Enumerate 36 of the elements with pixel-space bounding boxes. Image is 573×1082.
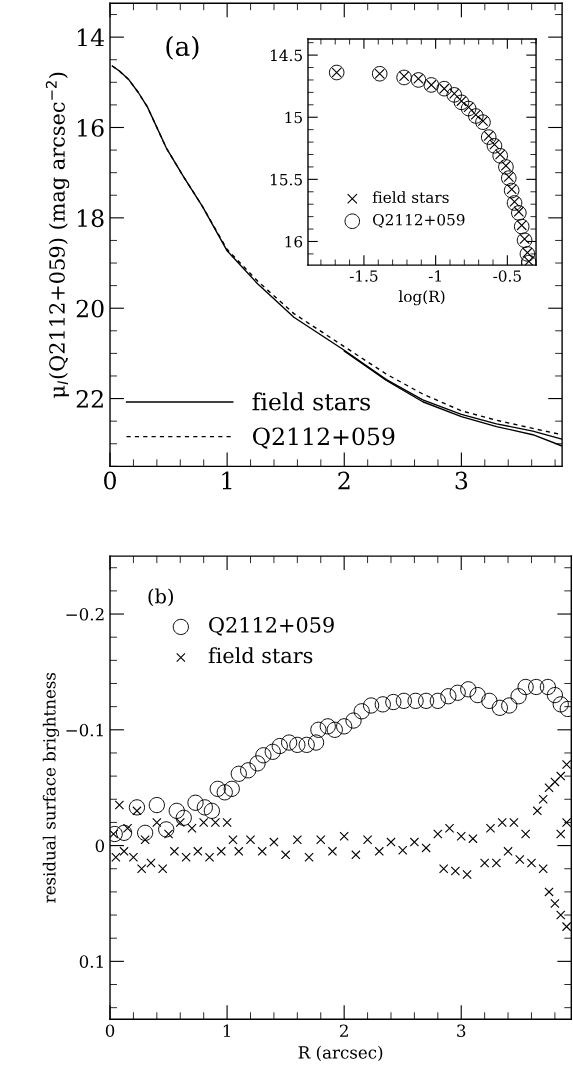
y-tick-label: 14.5	[270, 49, 302, 62]
x-tick-label: 0	[105, 1024, 115, 1038]
legend-label: field stars	[372, 191, 449, 204]
y-tick-label: 20	[76, 299, 104, 318]
y-axis-title: residual surface brightness	[42, 672, 60, 903]
legend-label: Q2112+059	[253, 427, 395, 449]
y-tick-label: −0.1	[66, 723, 103, 737]
x-tick-label: 1	[223, 1024, 231, 1037]
legend-label: field stars	[208, 647, 313, 664]
x-tick-label: 1	[222, 471, 232, 490]
x-tick-label: 3	[455, 471, 468, 490]
y-tick-label: 16	[285, 235, 303, 248]
y-tick-label: 0.1	[79, 955, 103, 968]
y-tick-label: 18	[77, 209, 104, 228]
x-tick-label: -0.5	[493, 270, 521, 282]
legend-label: field stars	[252, 392, 370, 411]
x-tick-label: 2	[338, 471, 350, 490]
annotation: (b)	[148, 588, 173, 607]
y-axis-title: μ$_{I}$(Q2112+059) (mag arcsec$^{−2}$)	[45, 72, 70, 398]
y-tick-label: 15	[285, 111, 302, 124]
x-tick-label: -1.5	[349, 270, 378, 282]
x-tick-label: 0	[104, 471, 116, 490]
x-tick-label: 2	[339, 1024, 348, 1037]
x-tick-label: 3	[457, 1024, 466, 1038]
legend-label: Q2112+059	[209, 616, 334, 636]
y-tick-label: 22	[76, 390, 103, 408]
x-axis-title: R (arcsec)	[298, 1045, 383, 1062]
annotation: (a)	[166, 35, 199, 60]
x-axis-title: log(R)	[398, 290, 445, 306]
y-tick-label: 15.5	[270, 173, 302, 186]
y-tick-label: 0	[95, 839, 105, 853]
y-tick-label: 14	[77, 28, 104, 47]
y-tick-label: −0.2	[66, 608, 104, 621]
y-tick-label: 16	[77, 118, 104, 137]
legend-label: Q2112+059	[373, 213, 465, 228]
x-tick-label: -1	[428, 270, 441, 282]
